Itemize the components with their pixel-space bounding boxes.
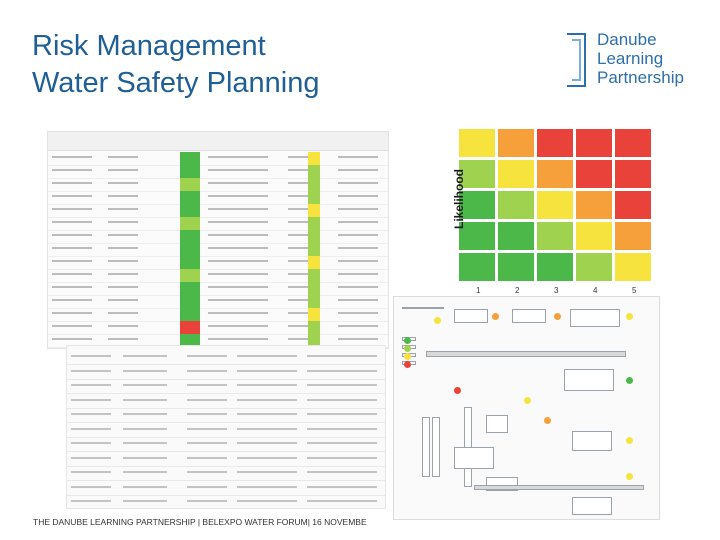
footer-text: THE DANUBE LEARNING PARTNERSHIP | BELEXP… xyxy=(33,517,367,527)
risk-matrix-cell xyxy=(458,159,496,189)
control-table-row xyxy=(67,481,385,496)
assessment-row xyxy=(48,152,388,166)
risk-matrix-cell xyxy=(536,221,574,251)
risk-matrix-cell xyxy=(497,128,535,158)
risk-matrix-cell xyxy=(614,252,652,282)
page-title: Risk Management Water Safety Planning xyxy=(32,28,319,102)
assessment-row xyxy=(48,191,388,205)
assessment-row xyxy=(48,165,388,179)
control-table-row xyxy=(67,394,385,409)
control-table-row xyxy=(67,466,385,481)
risk-matrix-cell xyxy=(536,190,574,220)
risk-matrix-cell xyxy=(458,221,496,251)
likelihood-axis-label: Likelihood xyxy=(452,169,466,229)
assessment-row xyxy=(48,243,388,257)
risk-matrix-cell xyxy=(536,128,574,158)
risk-matrix-cell xyxy=(497,190,535,220)
assessment-row xyxy=(48,204,388,218)
matrix-x-number: 4 xyxy=(593,286,598,295)
title-line-2: Water Safety Planning xyxy=(32,67,320,99)
risk-matrix-cell xyxy=(614,190,652,220)
control-table-row xyxy=(67,379,385,394)
assessment-row xyxy=(48,269,388,283)
risk-matrix-cell xyxy=(575,159,613,189)
control-table-row xyxy=(67,408,385,423)
risk-matrix-cell xyxy=(575,128,613,158)
risk-matrix-cell xyxy=(575,190,613,220)
assessment-row xyxy=(48,230,388,244)
risk-matrix-cell xyxy=(575,221,613,251)
risk-matrix-cell xyxy=(614,159,652,189)
control-table-row xyxy=(67,437,385,452)
risk-matrix-cell xyxy=(614,128,652,158)
assessment-row xyxy=(48,308,388,322)
risk-matrix-cell xyxy=(575,252,613,282)
risk-matrix-cell xyxy=(497,252,535,282)
water-system-diagram-image xyxy=(393,296,660,520)
assessment-row xyxy=(48,295,388,309)
assessment-row xyxy=(48,217,388,231)
title-line-1: Risk Management xyxy=(32,30,266,62)
risk-matrix-cell xyxy=(497,221,535,251)
logo-text-3: Partnership xyxy=(597,68,684,87)
matrix-x-number: 2 xyxy=(515,286,520,295)
risk-matrix-cell xyxy=(458,190,496,220)
matrix-x-number: 5 xyxy=(632,286,637,295)
control-table-row xyxy=(67,423,385,438)
risk-matrix-cell xyxy=(458,252,496,282)
logo-mark-icon xyxy=(567,33,586,87)
risk-matrix-cell xyxy=(497,159,535,189)
logo-text-1: Danube xyxy=(597,30,657,49)
risk-assessment-table-image xyxy=(47,131,389,349)
risk-matrix-cell xyxy=(536,252,574,282)
risk-matrix-cell xyxy=(614,221,652,251)
matrix-x-number: 1 xyxy=(476,286,481,295)
assessment-row xyxy=(48,256,388,270)
control-table-row xyxy=(67,365,385,380)
risk-matrix xyxy=(458,128,653,286)
danube-learning-partnership-logo: Danube Learning Partnership xyxy=(563,26,703,96)
control-table-row xyxy=(67,495,385,508)
control-table-row xyxy=(67,350,385,365)
risk-matrix-cell xyxy=(458,128,496,158)
control-table-row xyxy=(67,452,385,467)
assessment-row xyxy=(48,178,388,192)
assessment-row xyxy=(48,282,388,296)
risk-matrix-cell xyxy=(536,159,574,189)
control-measures-table-image xyxy=(66,345,386,509)
assessment-row xyxy=(48,321,388,335)
logo-text-2: Learning xyxy=(597,49,664,68)
matrix-x-number: 3 xyxy=(554,286,559,295)
